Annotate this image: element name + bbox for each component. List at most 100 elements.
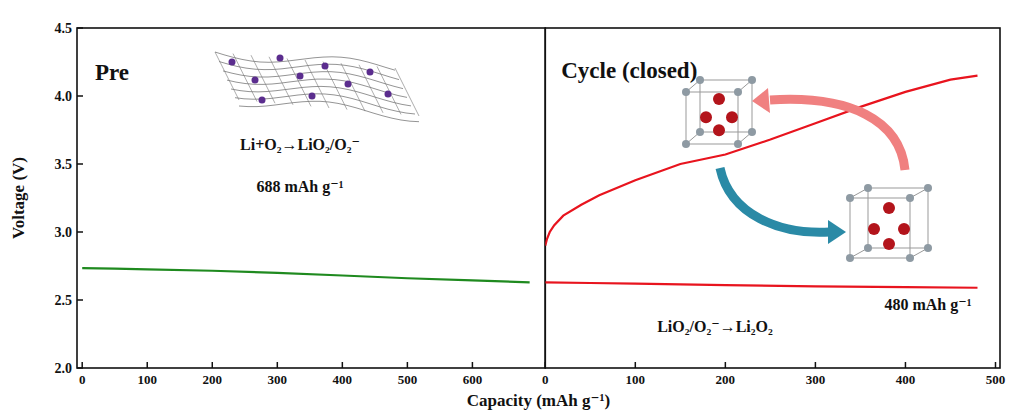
o-atom [898, 223, 910, 235]
chart: 01002003004005006002.02.53.03.54.04.5010… [0, 0, 1022, 414]
cube-edge [700, 80, 752, 132]
li-ion [906, 254, 914, 262]
x-tick-label: 0 [542, 372, 549, 387]
li-atom [309, 93, 316, 100]
y-axis-title: Voltage (V) [9, 157, 28, 239]
li-ion [924, 244, 932, 252]
x-tick [407, 362, 409, 368]
annotation: LiO₂/O₂⁻→Li₂O₂ [657, 318, 773, 335]
y-tick-label: 2.5 [55, 293, 73, 308]
x-tick [905, 362, 907, 368]
y-tick-label: 4.0 [55, 89, 73, 104]
x-tick-label: 600 [463, 372, 483, 387]
arrow-blue-head [828, 220, 846, 244]
o-atom [883, 202, 895, 214]
x-tick [212, 362, 214, 368]
graphene-bond [215, 52, 239, 100]
li-ion [734, 140, 742, 148]
x-tick [342, 362, 344, 368]
x-tick [81, 362, 83, 368]
graphene-bond [305, 60, 329, 108]
y-tick-label: 3.0 [55, 225, 73, 240]
li-ion [864, 184, 872, 192]
panel-title: Cycle (closed) [561, 58, 697, 83]
li-atom [259, 97, 266, 104]
li-ion [924, 184, 932, 192]
graphene-bond [287, 58, 311, 106]
x-tick-label: 500 [986, 372, 1006, 387]
li-atom [277, 55, 284, 62]
graphene-bond [251, 55, 275, 103]
x-tick-label: 400 [333, 372, 353, 387]
x-tick-label: 100 [137, 372, 157, 387]
o-atom [713, 124, 725, 136]
panel-title: Pre [95, 60, 129, 85]
plot-frame [77, 28, 545, 368]
graphene-row [219, 62, 399, 80]
li-ion [748, 128, 756, 136]
cube-edge [868, 188, 928, 248]
x-tick [472, 362, 474, 368]
y-tick-label: 2.0 [55, 361, 73, 376]
annotation: 480 mAh g⁻¹ [884, 296, 971, 314]
x-tick-label: 200 [203, 372, 223, 387]
x-tick [277, 362, 279, 368]
series-line [545, 282, 977, 287]
o-atom [713, 93, 725, 105]
arrow-pink [770, 99, 905, 170]
o-atom [883, 238, 895, 250]
li-ion [734, 88, 742, 96]
o-atom [868, 223, 880, 235]
series-line [82, 268, 529, 282]
x-tick [725, 362, 727, 368]
series-group [82, 268, 529, 282]
annotation: Li+O₂→LiO₂/O₂⁻ [240, 136, 360, 153]
x-tick [545, 362, 547, 368]
li-atom [367, 69, 374, 76]
x-tick [146, 362, 148, 368]
y-tick-label: 3.5 [55, 157, 73, 172]
graphene-bond [269, 57, 293, 105]
o-atom [726, 111, 738, 123]
li-ion [682, 88, 690, 96]
li-ion [864, 244, 872, 252]
series-line [545, 76, 977, 246]
y-tick [77, 163, 83, 165]
graphene-inset [215, 52, 419, 122]
y-tick [77, 95, 83, 97]
graphene-bond [359, 65, 383, 113]
cube-lower [846, 184, 932, 262]
x-tick-label: 300 [806, 372, 826, 387]
li-atom [322, 63, 329, 70]
y-tick [77, 231, 83, 233]
li-atom [229, 59, 236, 66]
series-group [545, 76, 977, 288]
x-tick-label: 0 [79, 372, 86, 387]
cube-upper [682, 76, 756, 148]
graphene-row [231, 86, 411, 106]
x-tick-label: 200 [716, 372, 736, 387]
cube-edge [850, 198, 910, 258]
x-tick [635, 362, 637, 368]
li-atom [297, 73, 304, 80]
x-tick-label: 500 [398, 372, 418, 387]
graphene-bond [377, 66, 401, 114]
arrow-blue [720, 168, 830, 232]
li-atom [385, 91, 392, 98]
li-atom [252, 77, 259, 84]
graphene-bond [341, 63, 365, 111]
annotation: 688 mAh g⁻¹ [256, 178, 343, 196]
y-tick [77, 367, 83, 369]
y-tick-label: 4.5 [55, 21, 73, 36]
x-axis-title: Capacity (mAh g⁻¹) [467, 391, 610, 410]
x-tick [815, 362, 817, 368]
x-tick-label: 300 [268, 372, 288, 387]
graphene-bond [395, 68, 419, 116]
li-atom [345, 81, 352, 88]
cube-edge [686, 92, 738, 144]
li-ion [682, 140, 690, 148]
o-atom [700, 111, 712, 123]
plot-frame [545, 28, 1000, 368]
li-ion [696, 128, 704, 136]
li-ion [846, 194, 854, 202]
